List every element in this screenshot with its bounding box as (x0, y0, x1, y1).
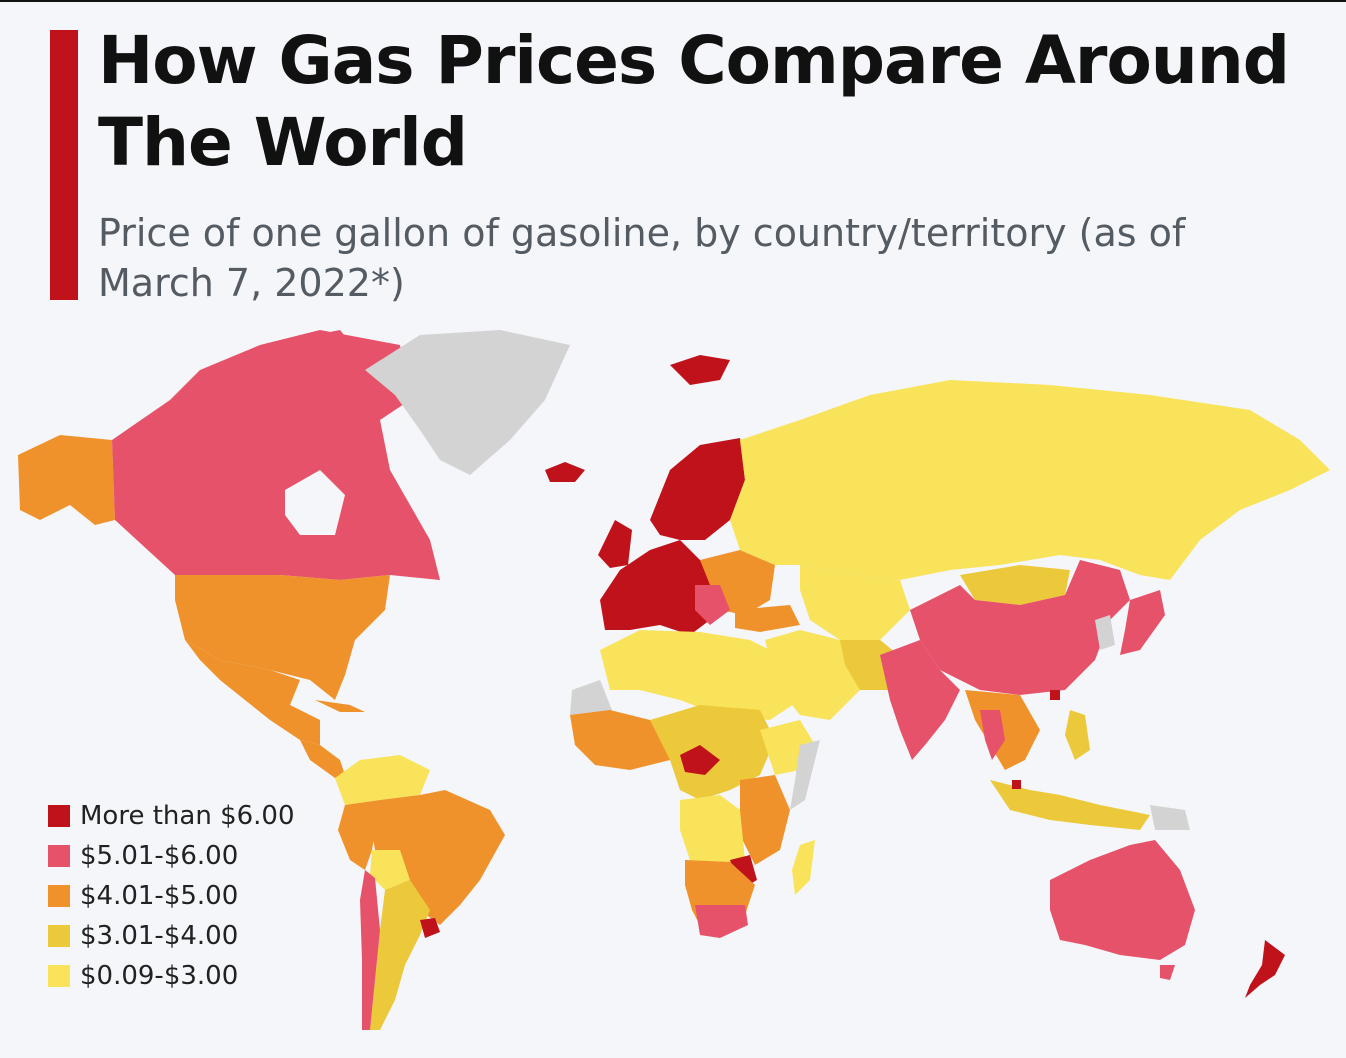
region-hudson-bay (285, 470, 345, 535)
region-brazil (370, 790, 505, 925)
region-peru (338, 800, 380, 870)
region-alaska (18, 435, 115, 525)
region-korea (1095, 615, 1115, 650)
region-western-europe (600, 540, 720, 635)
world-map (18, 330, 1330, 1030)
region-central-europe (695, 585, 730, 625)
region-scandinavia (650, 438, 745, 540)
region-turkey (735, 605, 800, 632)
map-legend: More than $6.00 $5.01-$6.00 $4.01-$5.00 … (48, 796, 295, 996)
title-accent-bar (50, 30, 78, 300)
region-southern-central-africa (680, 795, 745, 870)
region-india (880, 640, 960, 760)
region-central-africa (650, 705, 775, 800)
region-colombia-venezuela (335, 755, 430, 805)
region-tasmania (1160, 965, 1175, 980)
region-singapore (1012, 780, 1021, 789)
legend-label-5-6: $5.01-$6.00 (80, 841, 239, 871)
legend-swatch-5-6 (48, 845, 70, 867)
legend-item-over-6: More than $6.00 (48, 796, 295, 836)
region-mexico (185, 640, 320, 745)
legend-label-0-3: $0.09-$3.00 (80, 961, 239, 991)
region-indonesia (990, 780, 1150, 830)
region-bolivia (370, 850, 410, 890)
region-central-asia (800, 565, 910, 640)
region-south-africa (695, 905, 748, 938)
top-border (0, 0, 1346, 2)
legend-swatch-4-5 (48, 885, 70, 907)
region-central-america (300, 740, 345, 778)
region-japan (1120, 590, 1165, 655)
region-car (680, 745, 720, 775)
legend-label-3-4: $3.01-$4.00 (80, 921, 239, 951)
region-svalbard (670, 355, 730, 385)
legend-swatch-3-4 (48, 925, 70, 947)
region-mongolia (960, 565, 1070, 605)
region-russia (730, 380, 1330, 580)
region-chile (360, 870, 380, 1030)
region-china (910, 560, 1130, 695)
region-usa (175, 575, 390, 700)
region-east-africa (740, 775, 790, 865)
region-australia (1050, 840, 1195, 960)
region-north-africa (600, 630, 800, 720)
legend-label-4-5: $4.01-$5.00 (80, 881, 239, 911)
page-subtitle: Price of one gallon of gasoline, by coun… (98, 211, 1186, 305)
region-argentina (370, 880, 430, 1030)
legend-item-3-4: $3.01-$4.00 (48, 916, 295, 956)
region-hong-kong (1050, 690, 1060, 700)
page-title: How Gas Prices Compare Around The World (98, 22, 1290, 181)
region-new-guinea (1150, 805, 1190, 830)
legend-item-5-6: $5.01-$6.00 (48, 836, 295, 876)
region-uk-ireland (598, 520, 632, 568)
region-canada-islands (180, 330, 360, 425)
legend-item-4-5: $4.01-$5.00 (48, 876, 295, 916)
legend-label-over-6: More than $6.00 (80, 801, 295, 831)
region-somalia (790, 740, 820, 810)
region-thailand (980, 710, 1005, 760)
legend-swatch-over-6 (48, 805, 70, 827)
legend-item-0-3: $0.09-$3.00 (48, 956, 295, 996)
region-iceland (545, 462, 585, 482)
region-new-zealand (1245, 940, 1285, 998)
region-philippines (1065, 710, 1090, 760)
legend-swatch-0-3 (48, 965, 70, 987)
region-caribbean (315, 700, 365, 712)
region-greenland (365, 330, 570, 475)
region-uruguay (420, 918, 440, 938)
region-madagascar (792, 840, 815, 895)
